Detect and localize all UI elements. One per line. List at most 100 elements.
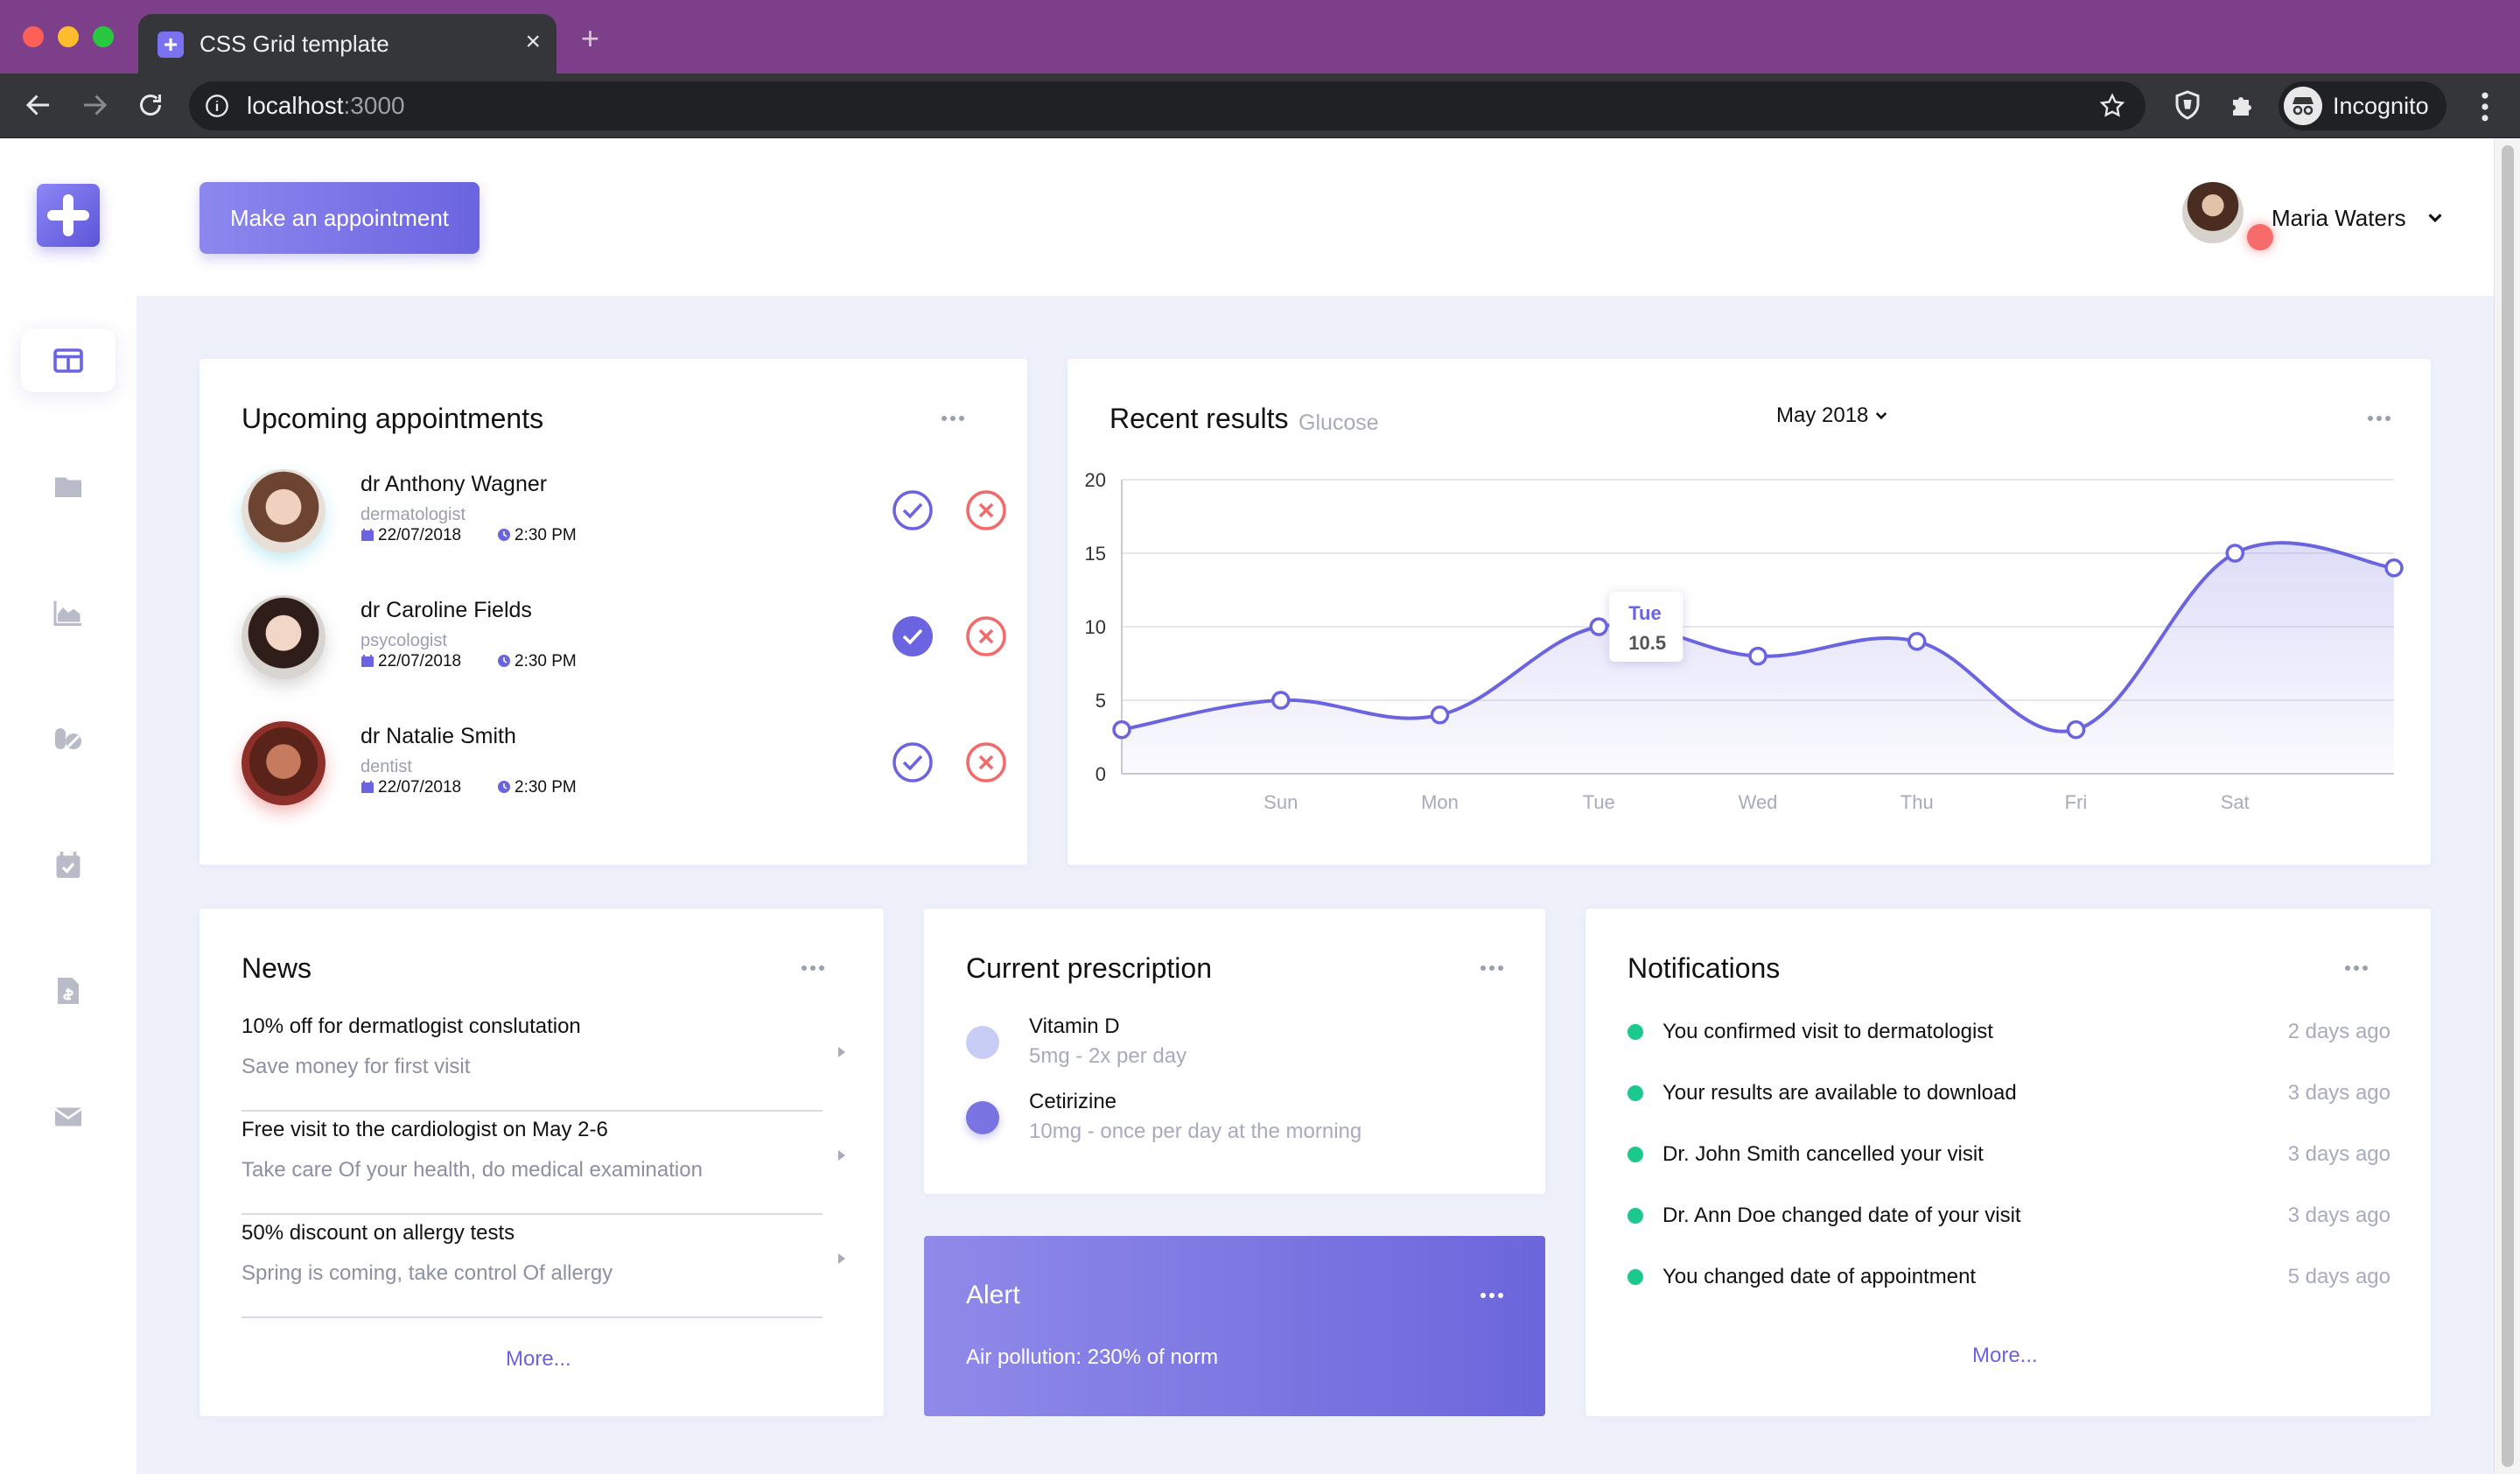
extensions-puzzle-icon[interactable] (2228, 89, 2259, 121)
doctor-specialty: psycologist (360, 631, 447, 650)
forward-arrow-icon[interactable] (79, 89, 110, 121)
new-tab-icon[interactable]: + (581, 20, 600, 56)
cancel-x-icon[interactable] (964, 741, 1008, 784)
invoice-icon (58, 978, 79, 1004)
shield-extension-icon[interactable] (2172, 89, 2203, 121)
user-avatar[interactable] (2182, 182, 2244, 243)
minimize-window-button[interactable] (58, 26, 79, 47)
confirm-check-icon[interactable] (891, 488, 934, 532)
clock-icon (498, 655, 510, 667)
browser-menu-icon[interactable] (2469, 89, 2501, 124)
area-chart-icon (53, 600, 81, 626)
more-options-icon[interactable] (1480, 1287, 1507, 1298)
notification-text: You changed date of appointment (1662, 1265, 1977, 1288)
notification-time: 5 days ago (2287, 1265, 2390, 1288)
prescription-name: Cetirizine (1029, 1090, 1117, 1113)
notification-item[interactable]: Your results are available to download 3… (1628, 1077, 2390, 1112)
y-tick-label: 10 (1085, 616, 1106, 638)
news-item-subtitle: Save money for first visit (242, 1055, 471, 1078)
appointment-date: 22/07/2018 (360, 525, 461, 546)
cancel-x-icon[interactable] (964, 488, 1008, 532)
make-appointment-button[interactable]: Make an appointment (200, 182, 480, 254)
doctor-name: dr Anthony Wagner (360, 472, 548, 496)
back-arrow-icon[interactable] (23, 89, 54, 121)
incognito-profile-button[interactable]: Incognito (2278, 81, 2446, 130)
envelope-icon (54, 1107, 82, 1127)
results-title: Recent results (1110, 403, 1289, 434)
appointment-time-text: 2:30 PM (514, 652, 577, 670)
more-options-icon[interactable] (942, 410, 968, 421)
appointment-row: dr Anthony Wagner dermatologist 22/07/20… (242, 469, 1006, 583)
tooltip-box (1609, 592, 1684, 662)
news-item[interactable]: 10% off for dermatlogist conslutation Sa… (242, 1008, 845, 1112)
notification-item[interactable]: Dr. John Smith cancelled your visit 3 da… (1628, 1138, 2390, 1173)
more-options-icon[interactable] (2368, 410, 2394, 421)
month-selector[interactable]: May 2018 (1776, 403, 1889, 429)
confirm-check-icon[interactable] (891, 741, 934, 784)
appointment-time-text: 2:30 PM (514, 526, 577, 544)
pills-icon (55, 728, 81, 749)
maximize-window-button[interactable] (93, 26, 114, 47)
appointment-date-text: 22/07/2018 (378, 652, 462, 670)
app-logo-plus-icon[interactable] (37, 184, 100, 247)
data-point (1112, 719, 1131, 740)
chevron-down-icon[interactable] (2426, 208, 2445, 228)
alert-card: Alert Air pollution: 230% of norm (924, 1236, 1545, 1416)
notification-status-dot (1628, 1208, 1643, 1224)
notification-status-dot (1628, 1085, 1643, 1101)
news-item[interactable]: 50% discount on allergy tests Spring is … (242, 1215, 845, 1318)
sidebar-item-calendar[interactable] (21, 833, 116, 896)
close-window-button[interactable] (23, 26, 44, 47)
dashboard-icon (53, 348, 83, 373)
more-options-icon[interactable] (1480, 959, 1507, 971)
notifications-more-link[interactable]: More... (1972, 1344, 2038, 1367)
results-subtitle: Glucose (1298, 411, 1379, 435)
sidebar-item-charts[interactable] (21, 581, 116, 644)
cancel-x-icon[interactable] (964, 614, 1008, 658)
sidebar-item-messages[interactable] (21, 1085, 116, 1148)
news-item[interactable]: Free visit to the cardiologist on May 2-… (242, 1112, 845, 1215)
clock-icon (498, 781, 510, 793)
notification-item[interactable]: Dr. Ann Doe changed date of your visit 3… (1628, 1199, 2390, 1234)
bookmark-star-icon[interactable] (2098, 92, 2126, 120)
appointment-date: 22/07/2018 (360, 651, 461, 672)
browser-tab[interactable]: + CSS Grid template × (138, 14, 556, 74)
more-options-icon[interactable] (802, 959, 828, 971)
sidebar-item-pills[interactable] (21, 707, 116, 770)
sidebar-item-dashboard[interactable] (21, 329, 116, 392)
calendar-check-icon (56, 852, 80, 878)
more-options-icon[interactable] (2345, 959, 2371, 971)
page-scrollbar[interactable] (2494, 138, 2520, 1474)
prescription-color-dot (966, 1101, 999, 1134)
alert-title: Alert (966, 1281, 1020, 1309)
x-tick-label: Mon (1421, 791, 1459, 813)
scrollbar-thumb[interactable] (2502, 145, 2514, 1467)
glucose-chart: 0 5 10 15 20 Sun Mon Tue Wed Thu Fri Sat Tue 10.5 (1085, 469, 2404, 813)
calendar-icon (361, 781, 374, 793)
address-bar[interactable]: localhost:3000 (189, 81, 2146, 130)
url-host: localhost (247, 92, 344, 119)
news-more-link[interactable]: More... (506, 1347, 571, 1371)
notification-item[interactable]: You changed date of appointment 5 days a… (1628, 1260, 2390, 1295)
appointment-row: dr Natalie Smith dentist 22/07/2018 2:30… (242, 721, 1006, 835)
doctor-avatar (242, 721, 326, 805)
doctor-avatar (242, 595, 326, 679)
x-tick-label: Wed (1739, 791, 1778, 813)
close-tab-icon[interactable]: × (525, 27, 541, 56)
clock-icon (498, 529, 510, 541)
favicon-plus-icon: + (158, 32, 184, 58)
info-icon[interactable] (205, 94, 229, 118)
data-point (2384, 558, 2404, 578)
confirmed-check-icon[interactable] (891, 614, 934, 658)
data-point (1271, 691, 1291, 710)
sidebar-item-folder[interactable] (21, 455, 116, 518)
appointments-card: Upcoming appointments dr Anthony Wagner … (200, 359, 1027, 865)
reload-icon[interactable] (135, 89, 166, 121)
prescription-name: Vitamin D (1029, 1014, 1120, 1038)
notification-item[interactable]: You confirmed visit to dermatologist 2 d… (1628, 1015, 2390, 1050)
data-point (1748, 646, 1768, 666)
sidebar-item-invoices[interactable] (21, 959, 116, 1022)
user-name[interactable]: Maria Waters (2272, 205, 2406, 231)
data-point (1908, 632, 1927, 651)
chevron-down-icon (1876, 412, 1887, 420)
